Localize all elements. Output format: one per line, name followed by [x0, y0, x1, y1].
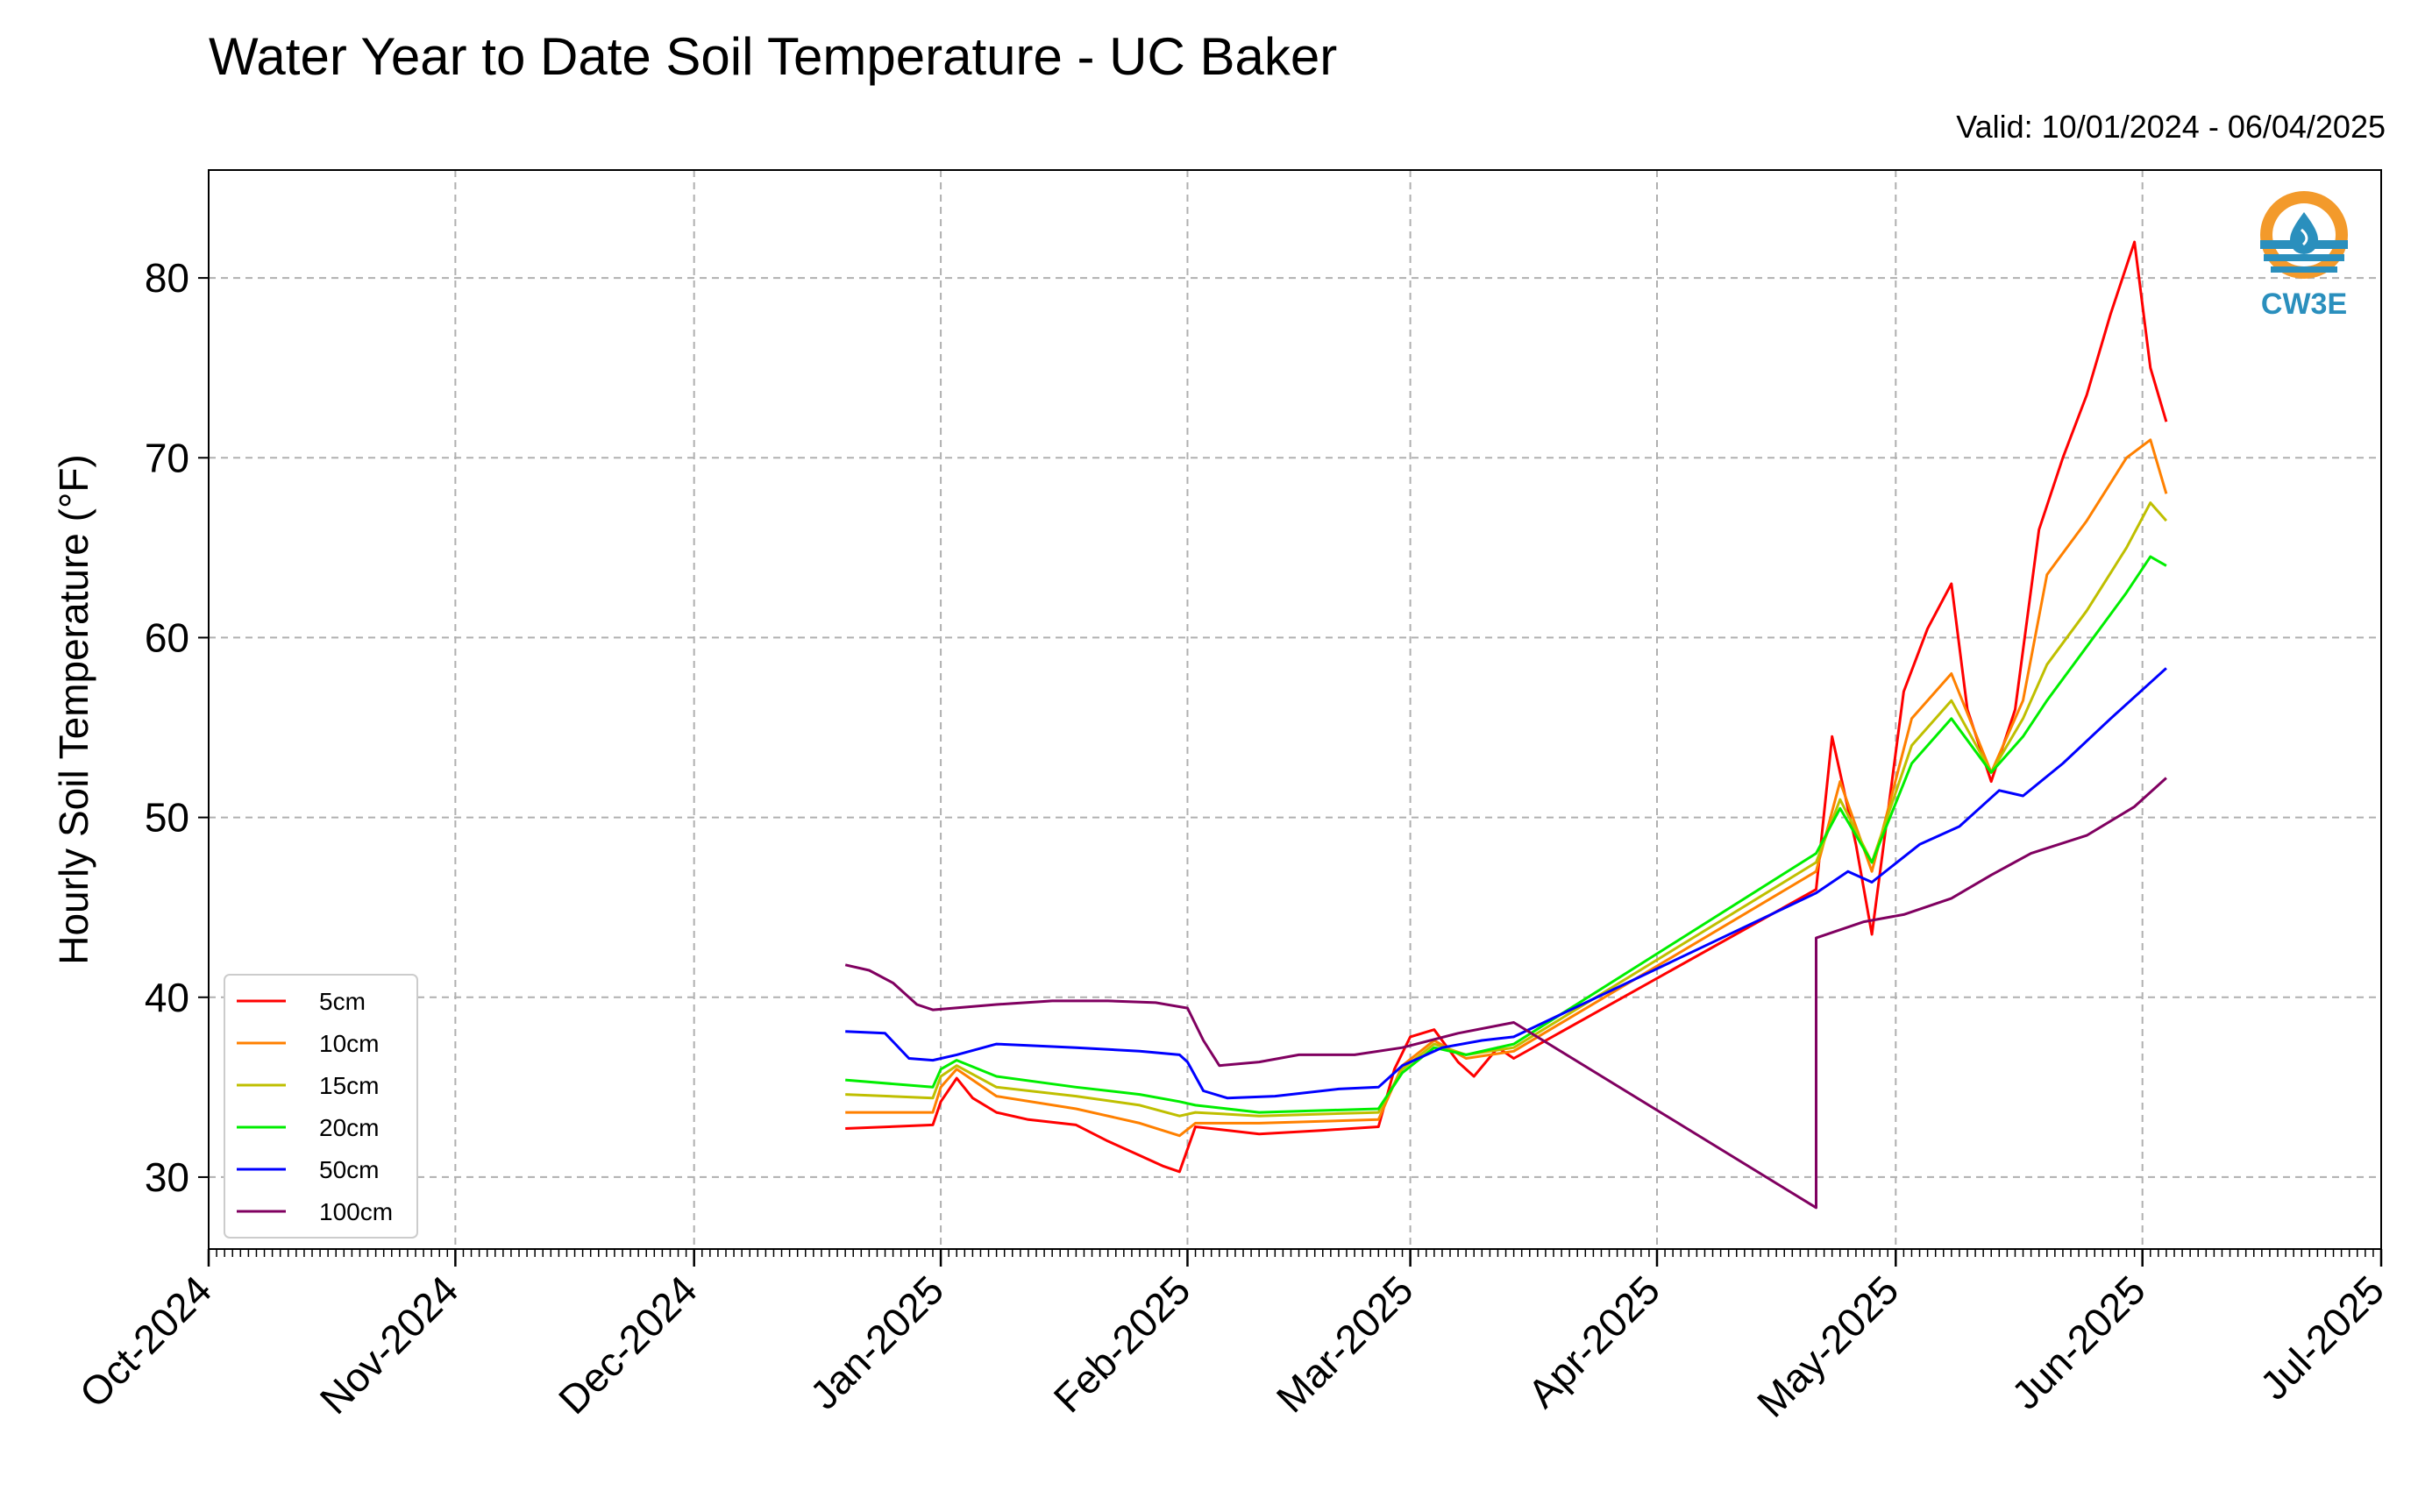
- x-tick-label: Nov-2024: [311, 1267, 467, 1423]
- grid-lines: [209, 170, 2381, 1249]
- legend: 5cm 10cm 15cm 20cm 50cm 100cm: [224, 974, 418, 1239]
- legend-label: 10cm: [319, 1030, 379, 1057]
- plot-area-frame: [208, 169, 2382, 1250]
- y-tick-label: 70: [145, 435, 189, 480]
- x-tick-label: Feb-2025: [1045, 1267, 1199, 1421]
- x-tick-label: Jul-2025: [2251, 1267, 2393, 1409]
- y-tick-label: 80: [145, 255, 189, 301]
- legend-label: 20cm: [319, 1114, 379, 1141]
- y-axis-label: Hourly Soil Temperature (°F): [51, 454, 96, 965]
- y-tick-label: 40: [145, 975, 189, 1020]
- series-line-20cm: [845, 555, 2167, 1114]
- axes: 30 40 50 60 70 80 Hourly Soil Temperature (°F)…: [51, 255, 2393, 1426]
- x-tick-label: Dec-2024: [550, 1267, 706, 1423]
- series-lines: [844, 240, 2168, 1210]
- x-tick-label: Jun-2025: [2002, 1267, 2153, 1417]
- cw3e-water-drop-logo-icon: [2260, 191, 2348, 279]
- x-tick-label: Jan-2025: [801, 1267, 952, 1417]
- legend-label: 50cm: [319, 1156, 379, 1183]
- series-line-5cm: [845, 240, 2168, 1174]
- legend-label: 100cm: [319, 1198, 393, 1225]
- cw3e-logo: CW3E: [2260, 191, 2348, 321]
- x-tick-label: Mar-2025: [1268, 1267, 1422, 1421]
- x-tick-label: May-2025: [1748, 1267, 1907, 1425]
- chart-title: Water Year to Date Soil Temperature - UC…: [209, 27, 1338, 86]
- valid-date-range: Valid: 10/01/2024 - 06/04/2025: [1956, 109, 2386, 145]
- x-tick-label: Oct-2024: [71, 1267, 221, 1416]
- legend-label: 5cm: [319, 988, 366, 1015]
- y-tick-label: 30: [145, 1154, 189, 1200]
- x-tick-label: Apr-2025: [1518, 1267, 1668, 1416]
- series-line-50cm: [845, 667, 2167, 1100]
- legend-frame: [224, 974, 418, 1239]
- legend-label: 15cm: [319, 1072, 379, 1099]
- y-tick-label: 60: [145, 614, 189, 660]
- series-line-100cm: [844, 777, 2167, 1210]
- logo-text: CW3E: [2261, 287, 2347, 321]
- series-line-10cm: [845, 438, 2168, 1138]
- y-tick-label: 50: [145, 795, 189, 841]
